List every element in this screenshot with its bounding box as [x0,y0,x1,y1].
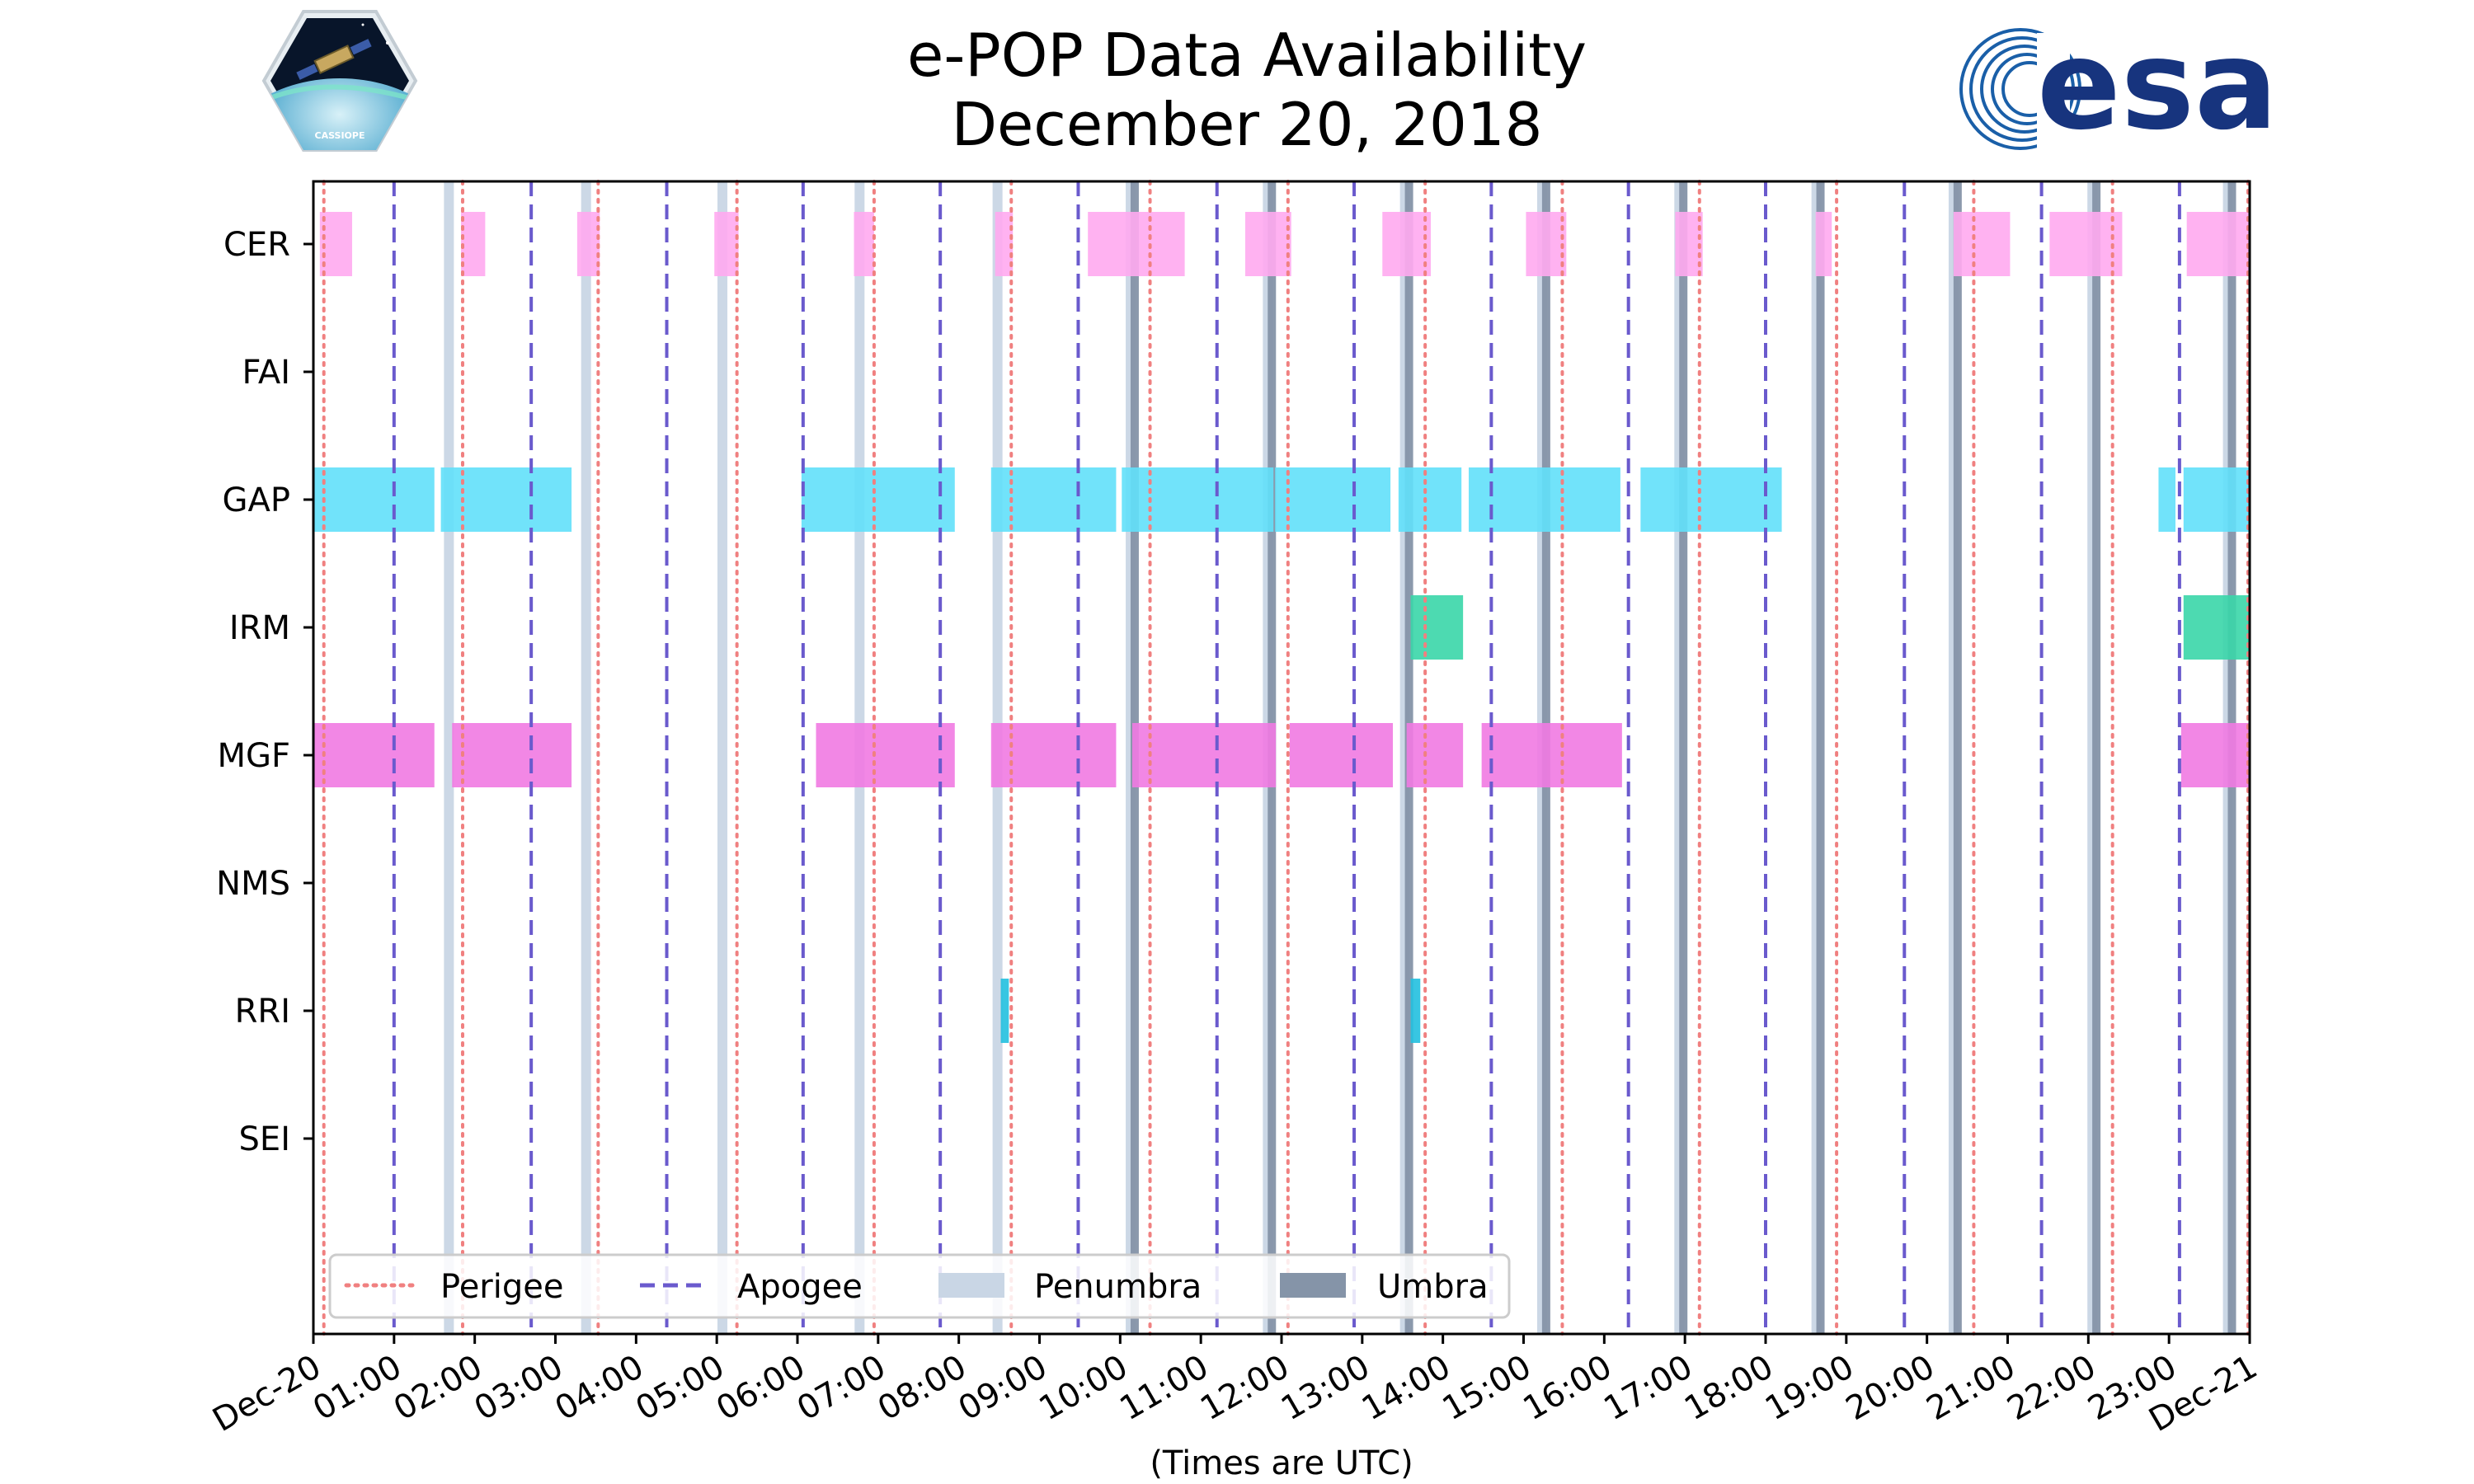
legend-apogee-label: Apogee [737,1268,863,1306]
x-tick-label: 02:00 [388,1348,489,1428]
y-tick-label-cer: CER [223,226,290,264]
availability-bar-gap [1398,467,1462,532]
y-tick-label-irm: IRM [229,609,290,647]
esa-logo: esa [1959,14,2278,157]
availability-bar-cer [576,212,600,276]
availability-bar-mgf [452,723,572,787]
availability-bar-gap [313,467,435,532]
chart-title-line-2: December 20, 2018 [952,90,1543,159]
x-axis: Dec-2001:0002:0003:0004:0005:0006:0007:0… [206,1334,2264,1439]
availability-bar-rri [1000,979,1009,1043]
satellite-icon [296,39,372,80]
availability-bar-mgf [1406,723,1464,787]
x-tick-label: 16:00 [1517,1348,1618,1428]
availability-bar-mgf [313,723,435,787]
x-tick-label: 01:00 [307,1348,408,1428]
legend-umbra-swatch [1280,1273,1346,1298]
availability-bar-cer [854,212,874,276]
availability-bar-gap [2158,467,2175,532]
x-tick-label: 12:00 [1194,1348,1296,1428]
availability-bar-rri [1410,979,1421,1043]
x-tick-label: 11:00 [1113,1348,1215,1428]
cassiope-logo-text: CASSIOPE [315,130,365,141]
availability-bar-gap [1640,467,1782,532]
availability-bar-gap [1468,467,1620,532]
x-tick-label: 08:00 [872,1348,973,1428]
availability-bar-gap [801,467,955,532]
umbra-band [1679,181,1688,1334]
x-tick-label: 04:00 [548,1348,650,1428]
availability-bar-cer [1526,212,1567,276]
x-tick-label: 10:00 [1032,1348,1134,1428]
availability-bar-mgf [1289,723,1394,787]
availability-bar-mgf [2180,723,2250,787]
x-tick-label: 09:00 [952,1348,1054,1428]
availability-bar-cer [995,212,1014,276]
legend: Perigee Apogee Penumbra Umbra [328,1253,1511,1319]
y-tick-label-gap: GAP [223,481,290,519]
umbra-band [1816,181,1825,1334]
umbra-band [1953,181,1962,1334]
penumbra-band [717,181,728,1334]
availability-bar-gap [440,467,572,532]
x-tick-label: 19:00 [1759,1348,1860,1428]
availability-bar-cer [2186,212,2250,276]
availability-bar-cer [1088,212,1185,276]
x-tick-label: 13:00 [1275,1348,1376,1428]
x-tick-label: 15:00 [1437,1348,1538,1428]
legend-perigee-label: Perigee [440,1268,563,1306]
availability-bar-irm [1410,595,1464,660]
x-tick-label: 21:00 [1921,1348,2022,1428]
x-tick-label: 03:00 [468,1348,570,1428]
availability-bar-mgf [1481,723,1622,787]
orbit-event-lines [322,180,2251,1336]
legend-box [328,1253,1511,1319]
x-tick-label: 14:00 [1356,1348,1457,1428]
availability-bar-cer [1815,212,1832,276]
x-tick-label: 18:00 [1678,1348,1780,1428]
esa-logo-text: esa [2037,14,2278,157]
x-tick-label: 07:00 [791,1348,892,1428]
y-tick-label-rri: RRI [235,993,290,1031]
chart-title-line-1: e-POP Data Availability [907,21,1587,90]
availability-bar-gap [2183,467,2250,532]
umbra-band [2092,181,2101,1334]
legend-umbra-label: Umbra [1377,1268,1489,1306]
x-tick-label: 06:00 [710,1348,811,1428]
availability-bar-gap [1122,467,1274,532]
availability-bar-cer [1382,212,1431,276]
y-tick-label-nms: NMS [216,865,290,903]
y-tick-label-fai: FAI [242,354,291,392]
x-tick-label: 22:00 [2001,1348,2102,1428]
availability-bar-gap [1275,467,1391,532]
availability-bar-cer [1953,212,2011,276]
availability-bar-irm [2183,595,2250,660]
availability-bar-cer [714,212,739,276]
penumbra-band [581,181,591,1334]
availability-bar-cer [1244,212,1291,276]
x-axis-label: (Times are UTC) [1150,1444,1413,1482]
availability-bar-mgf [1132,723,1277,787]
x-tick-label: 17:00 [1597,1348,1699,1428]
y-tick-label-sei: SEI [239,1120,290,1158]
legend-penumbra-label: Penumbra [1034,1268,1202,1306]
availability-bar-cer [2049,212,2123,276]
availability-bar-mgf [816,723,955,787]
availability-bar-cer [461,212,486,276]
y-tick-label-mgf: MGF [217,737,290,775]
y-axis: CER FAI GAP IRM MGF NMS RRI SEI [216,226,313,1158]
legend-penumbra-swatch [938,1273,1004,1298]
x-tick-label: 05:00 [629,1348,731,1428]
x-tick-label: 20:00 [1840,1348,1941,1428]
